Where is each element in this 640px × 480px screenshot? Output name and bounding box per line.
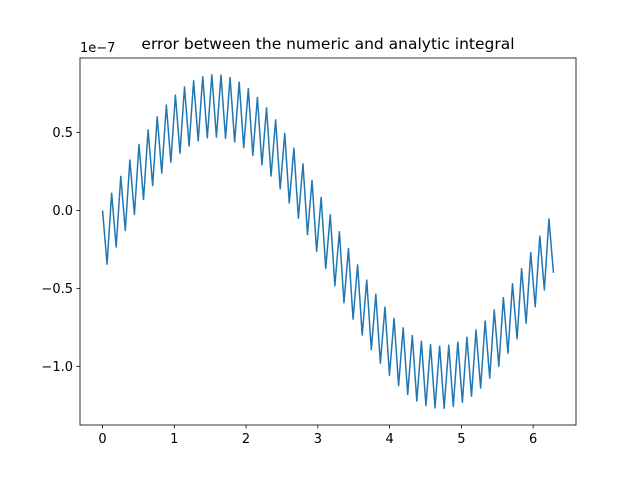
x-tick-label: 1: [170, 432, 178, 447]
x-tick-label: 0: [98, 432, 106, 447]
x-tick-label: 4: [385, 432, 393, 447]
x-tick-label: 5: [457, 432, 465, 447]
offset-label: 1e−7: [80, 41, 115, 56]
x-tick-label: 3: [314, 432, 322, 447]
y-tick-label: −0.5: [41, 282, 73, 297]
axes-frame: [79, 57, 577, 426]
chart-title: error between the numeric and analytic i…: [141, 35, 514, 53]
y-tick-label: 0.0: [52, 204, 73, 219]
y-tick-label: −1.0: [41, 360, 73, 375]
data-line: [101, 74, 555, 410]
x-tick-label: 6: [529, 432, 537, 447]
x-tick-label: 2: [242, 432, 250, 447]
y-tick-label: 0.5: [52, 126, 73, 141]
